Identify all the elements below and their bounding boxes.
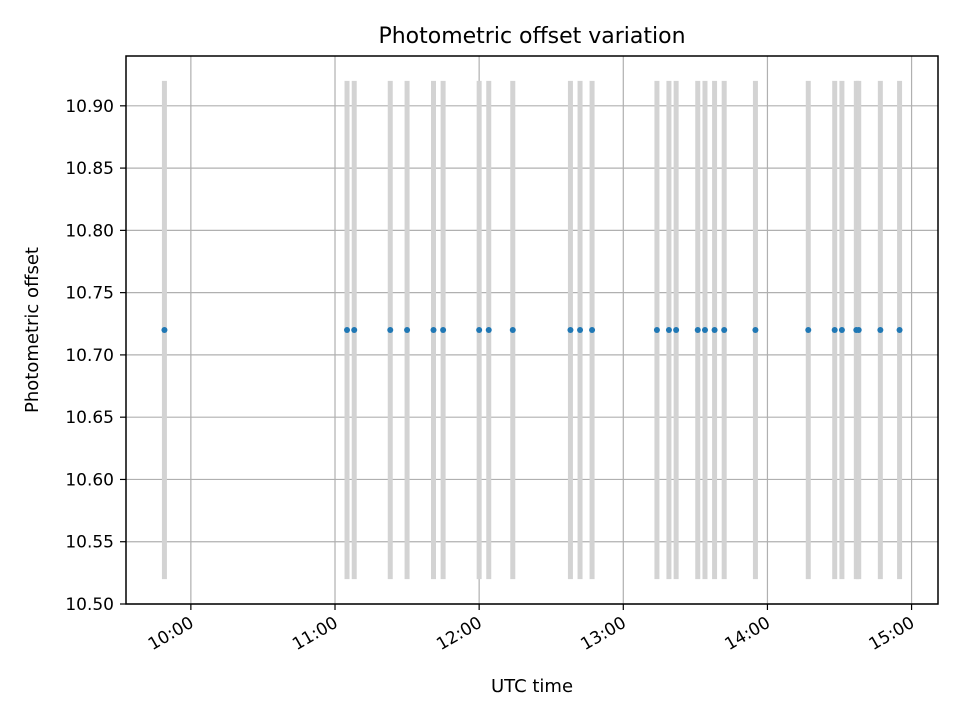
data-point	[752, 327, 759, 333]
y-tick-label: 10.80	[65, 221, 114, 241]
data-point	[589, 327, 596, 333]
y-tick-label: 10.65	[65, 408, 114, 428]
y-axis-ticks: 10.50 10.55 10.60 10.65 10.70 10.75 10.80 10.85…	[65, 97, 126, 615]
points-layer	[161, 327, 903, 333]
data-point	[896, 327, 903, 333]
data-point	[653, 327, 660, 333]
data-point	[430, 327, 437, 333]
y-tick-label: 10.75	[65, 284, 114, 304]
data-point	[805, 327, 812, 333]
chart-title: Photometric offset variation	[378, 24, 685, 49]
data-point	[711, 327, 718, 333]
y-tick-label: 10.50	[65, 595, 114, 615]
data-point	[351, 327, 358, 333]
y-axis-label: Photometric offset	[22, 247, 43, 413]
y-tick-label: 10.90	[65, 97, 114, 117]
data-point	[855, 327, 862, 333]
y-tick-label: 10.85	[65, 159, 114, 179]
data-point	[404, 327, 411, 333]
data-point	[161, 327, 168, 333]
data-point	[838, 327, 845, 333]
x-axis-label: UTC time	[491, 676, 573, 697]
data-point	[665, 327, 672, 333]
y-tick-label: 10.55	[65, 533, 114, 553]
data-point	[673, 327, 680, 333]
data-point	[701, 327, 708, 333]
data-point	[567, 327, 574, 333]
y-tick-label: 10.60	[65, 470, 114, 490]
data-point	[476, 327, 483, 333]
data-point	[440, 327, 447, 333]
data-point	[509, 327, 516, 333]
data-point	[577, 327, 584, 333]
data-point	[387, 327, 394, 333]
y-tick-label: 10.70	[65, 346, 114, 366]
plot-frame	[125, 55, 939, 605]
data-point	[694, 327, 701, 333]
data-point	[877, 327, 884, 333]
data-point	[831, 327, 838, 333]
data-point	[721, 327, 728, 333]
data-point	[344, 327, 351, 333]
data-point	[485, 327, 492, 333]
